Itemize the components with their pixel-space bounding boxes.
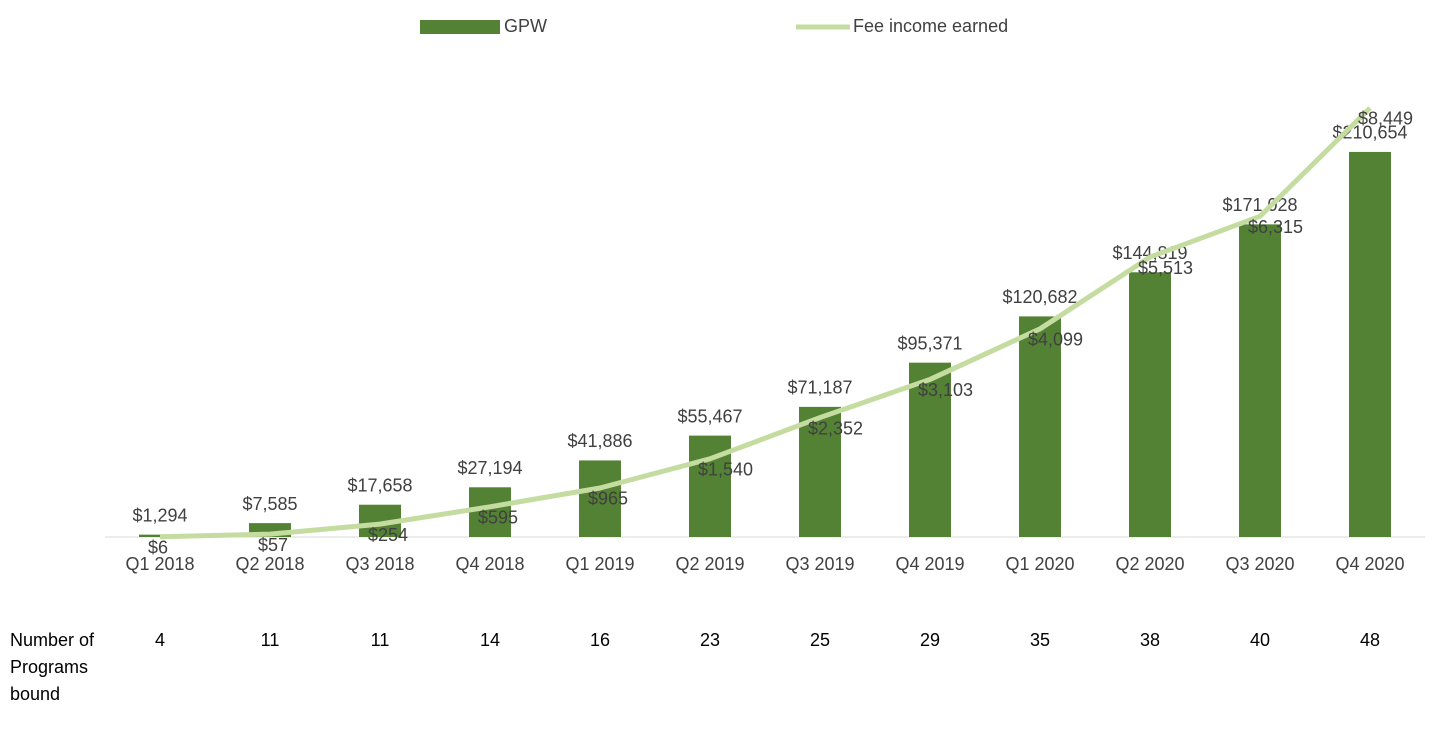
bar — [909, 362, 951, 537]
line-value-label: $5,513 — [1138, 258, 1193, 278]
line-value-label: $8,449 — [1358, 109, 1413, 129]
line-value-label: $6 — [148, 537, 168, 557]
line-value-label: $2,352 — [808, 418, 863, 438]
bar-value-label: $71,187 — [787, 378, 852, 398]
x-tick-label: Q3 2020 — [1225, 554, 1294, 574]
x-tick-label: Q4 2020 — [1335, 554, 1404, 574]
bar — [1239, 224, 1281, 537]
line-value-label: $595 — [478, 508, 518, 528]
programs-count: 35 — [1029, 630, 1051, 650]
bar-value-label: $7,585 — [242, 494, 297, 514]
programs-count: 14 — [479, 630, 501, 650]
legend-label: GPW — [504, 16, 547, 36]
programs-count: 23 — [699, 630, 721, 650]
x-tick-label: Q4 2018 — [455, 554, 524, 574]
bar — [469, 487, 511, 537]
x-tick-label: Q2 2019 — [675, 554, 744, 574]
programs-count: 11 — [260, 630, 280, 650]
x-tick-label: Q1 2018 — [125, 554, 194, 574]
bar-value-label: $27,194 — [457, 458, 522, 478]
x-tick-label: Q2 2020 — [1115, 554, 1184, 574]
bar — [579, 460, 621, 537]
programs-count: 25 — [809, 630, 831, 650]
line-value-label: $6,315 — [1248, 217, 1303, 237]
line-value-label: $57 — [258, 535, 288, 555]
x-tick-label: Q3 2019 — [785, 554, 854, 574]
bar-value-label: $1,294 — [132, 505, 187, 525]
x-tick-label: Q2 2018 — [235, 554, 304, 574]
bar — [1349, 151, 1391, 537]
bar — [1129, 272, 1171, 537]
line-value-label: $965 — [588, 489, 628, 509]
line-value-label: $1,540 — [698, 460, 753, 480]
x-tick-label: Q3 2018 — [345, 554, 414, 574]
bar — [799, 406, 841, 537]
programs-count: 40 — [1249, 630, 1271, 650]
legend-label: Fee income earned — [853, 16, 1008, 36]
bar-value-label: $17,658 — [347, 475, 412, 495]
programs-count: 29 — [919, 630, 941, 650]
line-value-label: $3,103 — [918, 380, 973, 400]
programs-count: 11 — [370, 630, 390, 650]
programs-count: 48 — [1359, 630, 1381, 650]
bar — [1019, 316, 1061, 537]
x-tick-label: Q1 2019 — [565, 554, 634, 574]
legend-swatch — [420, 20, 500, 34]
bar-value-label: $120,682 — [1002, 287, 1077, 307]
programs-count: 4 — [154, 630, 165, 650]
x-tick-label: Q4 2019 — [895, 554, 964, 574]
line-value-label: $4,099 — [1028, 330, 1083, 350]
line-value-label: $254 — [368, 525, 408, 545]
bar-value-label: $171,028 — [1222, 195, 1297, 215]
bar-value-label: $95,371 — [897, 333, 962, 353]
line — [159, 106, 1372, 540]
x-tick-label: Q1 2020 — [1005, 554, 1074, 574]
programs-count: 38 — [1139, 630, 1161, 650]
bar-value-label: $55,467 — [677, 406, 742, 426]
bar-value-label: $41,886 — [567, 431, 632, 451]
programs-count: 16 — [589, 630, 611, 650]
programs-label: Number of Programs bound — [10, 630, 95, 704]
